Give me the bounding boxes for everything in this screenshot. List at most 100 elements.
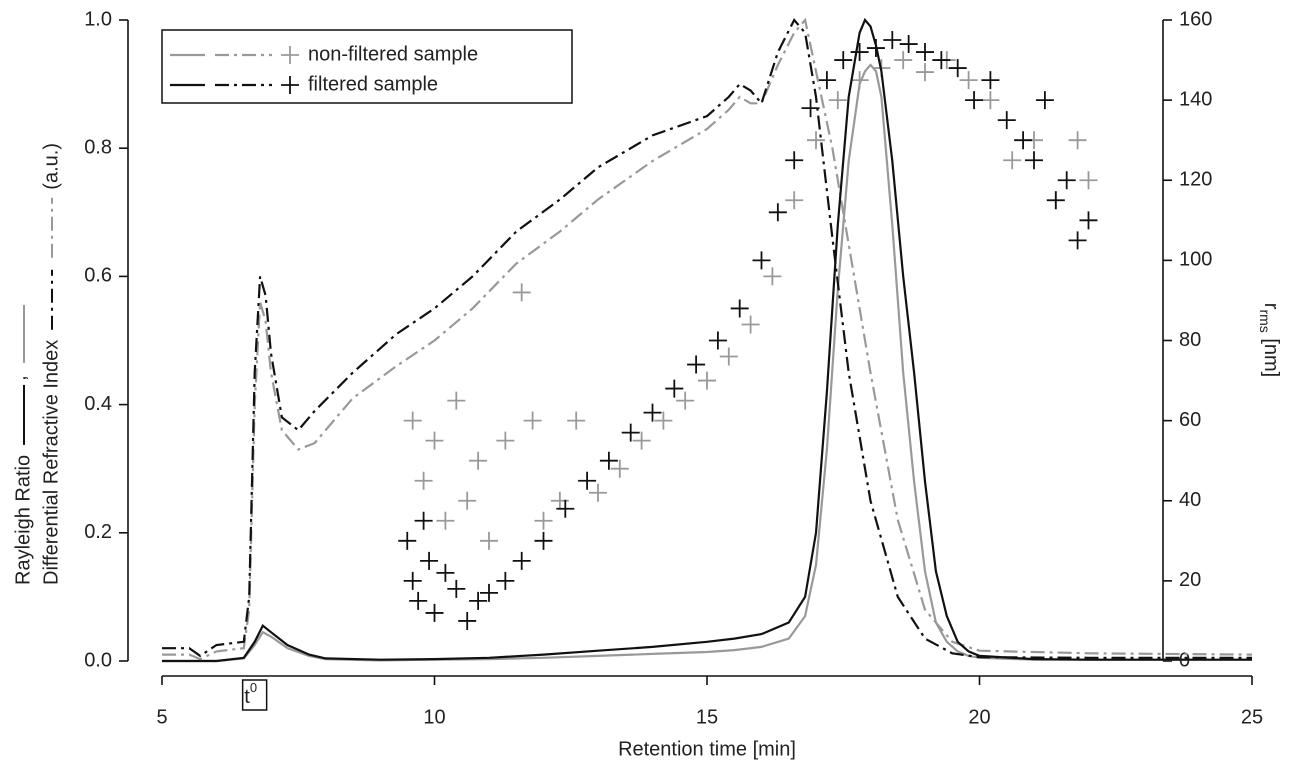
rms-point [1025, 151, 1043, 170]
y2-tick-label: 100 [1179, 249, 1212, 271]
x-tick-label: 10 [423, 706, 445, 728]
rms-point [959, 71, 978, 90]
rms-point [1079, 211, 1098, 230]
y-label-sep: , [8, 375, 30, 381]
rayleigh-line [162, 63, 1252, 663]
rms-point [676, 391, 695, 410]
rms-point [556, 499, 575, 518]
dri-line [162, 18, 1252, 659]
rms-point [447, 391, 466, 410]
rms-point [850, 43, 869, 62]
rms-point [1003, 151, 1022, 170]
y-tick-label: 0.4 [84, 393, 112, 415]
legend-label: non-filtered sample [308, 43, 478, 65]
legend-plus [281, 46, 299, 64]
rms-point [981, 91, 1000, 110]
rms-point [1014, 131, 1033, 150]
rms-point [496, 571, 515, 590]
legend-plus [281, 76, 299, 94]
y-label-line2: Differential Refractive Index [40, 340, 62, 585]
legend-box [161, 29, 573, 104]
y-tick-label: 0.6 [84, 265, 112, 287]
rms-point [599, 451, 618, 470]
rms-point [469, 591, 488, 610]
y-axis-label: Differential Refractive Index (a.u.) [40, 143, 62, 585]
rms-point [763, 267, 782, 286]
rms-point [1068, 131, 1087, 150]
rms-point [894, 51, 913, 70]
annotation-box [241, 679, 268, 711]
rms-point [834, 51, 853, 70]
rms-point [610, 459, 629, 478]
legend-label: filtered sample [308, 73, 438, 95]
rms-point [981, 71, 1000, 90]
rms-point [665, 379, 684, 398]
y2-label-unit: [nm] [1260, 333, 1282, 377]
y-axis-label: Rayleigh Ratio, [8, 304, 34, 585]
rms-point [1057, 171, 1076, 190]
rms-point [932, 51, 951, 70]
rms-point [785, 151, 804, 170]
rms-point [828, 91, 847, 110]
rms-point [578, 471, 597, 490]
rms-point [883, 31, 902, 50]
rms-point [1079, 171, 1098, 190]
rms-point [632, 431, 651, 450]
rms-point [512, 551, 531, 570]
y2-tick-label: 120 [1179, 169, 1212, 191]
y-label-unit: (a.u.) [40, 143, 62, 190]
y-tick-label: 1.0 [84, 8, 112, 30]
y2-tick-label: 20 [1179, 569, 1201, 591]
rms-point [997, 111, 1016, 130]
rms-point [916, 43, 934, 62]
rms-point [621, 423, 640, 442]
rms-point [398, 531, 417, 550]
x-axis-label: Retention time [min] [618, 738, 796, 760]
rms-point [1068, 231, 1087, 250]
rms-point [409, 591, 428, 610]
rms-point [654, 411, 673, 430]
rms-point [420, 551, 439, 570]
y2-tick-label: 60 [1179, 409, 1201, 431]
rms-point [480, 531, 498, 550]
rms-point [817, 71, 836, 90]
rms-point [436, 563, 455, 582]
rms-point [719, 347, 738, 366]
annotation-text: t [244, 686, 250, 708]
rms-point [698, 371, 716, 390]
dri-line [162, 17, 1253, 661]
rms-point [469, 451, 488, 470]
annotation: t0 [244, 680, 257, 708]
annotation-sup: 0 [250, 680, 257, 695]
rms-point [534, 531, 553, 550]
rms-point [403, 571, 422, 590]
rms-point [589, 483, 607, 502]
rms-point [436, 511, 455, 530]
rms-point [768, 203, 787, 222]
rms-point [447, 579, 466, 598]
rms-point [567, 411, 586, 430]
rms-point [512, 283, 531, 302]
rms-point [965, 91, 984, 110]
rms-point [948, 59, 967, 78]
rms-point [643, 403, 662, 422]
y-label-line1: Rayleigh Ratio [12, 455, 34, 585]
rms-point [480, 583, 498, 602]
y2-label-sub: rms [1257, 309, 1273, 332]
x-tick-label: 25 [1241, 706, 1263, 728]
y2-tick-label: 140 [1179, 88, 1212, 110]
rms-point [730, 299, 749, 318]
rms-point [414, 471, 433, 490]
rms-point [414, 511, 433, 530]
rms-point [496, 431, 515, 450]
x-tick-label: 20 [968, 706, 990, 728]
rms-point [916, 63, 934, 82]
rms-point [523, 411, 542, 430]
rms-point [425, 431, 444, 450]
y2-label-main: r [1260, 303, 1282, 310]
rms-point [807, 131, 825, 150]
rms-point [899, 35, 918, 54]
y2-tick-label: 40 [1179, 489, 1201, 511]
rms-point [403, 411, 422, 430]
x-tick-label: 15 [696, 706, 718, 728]
